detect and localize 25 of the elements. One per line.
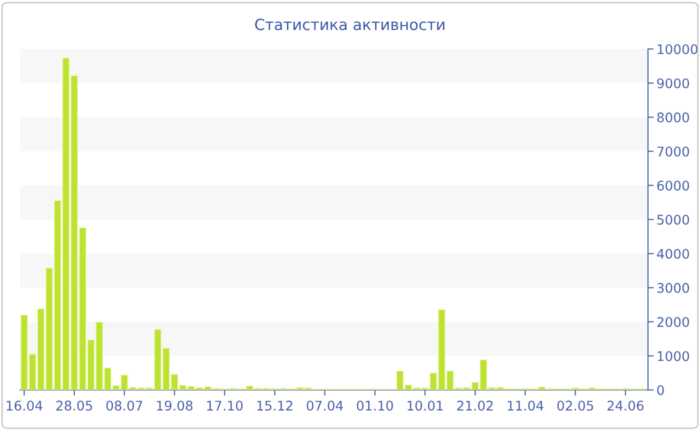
x-tick-label: 28.05 bbox=[56, 400, 92, 411]
y-tick-label: 6000 bbox=[657, 180, 690, 191]
x-tick-label: 19.08 bbox=[157, 400, 192, 411]
x-tick-label: 24.06 bbox=[608, 400, 644, 411]
x-tick-label: 11.04 bbox=[508, 400, 544, 411]
x-tick-label: 17.10 bbox=[207, 400, 243, 411]
y-tick-label: 9000 bbox=[657, 78, 690, 88]
y-tick-label: 2000 bbox=[657, 317, 690, 327]
x-tick-label: 07.04 bbox=[306, 400, 343, 411]
y-tick-label: 5000 bbox=[657, 214, 690, 225]
y-tick-label: 8000 bbox=[657, 112, 690, 122]
y-tick-label: 4000 bbox=[656, 248, 690, 259]
x-tick-label: 21.02 bbox=[457, 400, 493, 411]
y-tick-label: 1000 bbox=[658, 351, 690, 362]
x-tick-label: 10.01 bbox=[408, 400, 443, 411]
x-tick-label: 16.04 bbox=[6, 400, 42, 411]
y-tick-label: 10000 bbox=[658, 44, 698, 54]
x-tick-label: 02.05 bbox=[557, 400, 594, 411]
chart-title: Статистика активности bbox=[255, 18, 444, 30]
x-tick-label: 08.07 bbox=[106, 400, 142, 411]
y-tick-label: 0 bbox=[657, 385, 664, 396]
x-tick-label: 15.12 bbox=[257, 400, 292, 411]
x-tick-label: 01.10 bbox=[356, 400, 393, 411]
y-tick-label: 7000 bbox=[657, 146, 690, 156]
y-tick-label: 3000 bbox=[657, 282, 690, 293]
